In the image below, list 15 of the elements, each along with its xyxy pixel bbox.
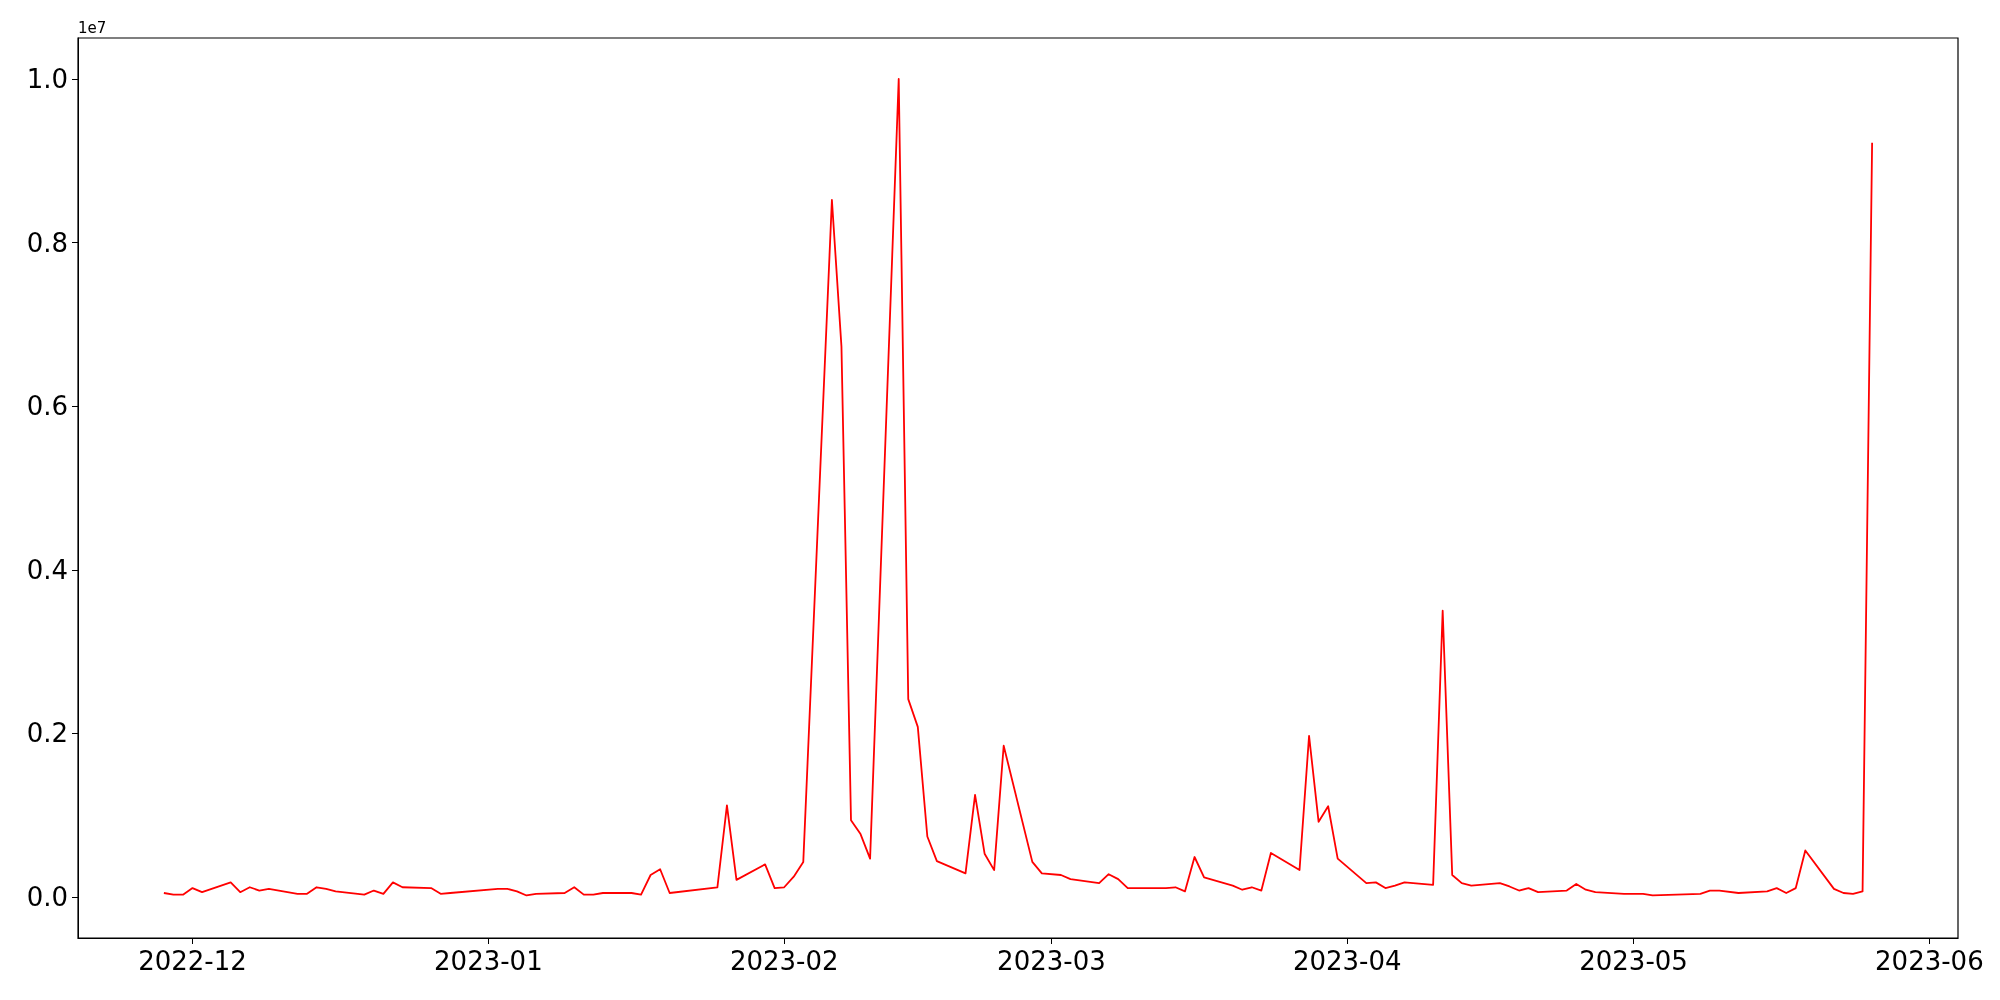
y-tick-label: 0.8 xyxy=(26,227,68,258)
x-tick-label: 2023-05 xyxy=(1579,946,1688,976)
y-tick-label: 0.2 xyxy=(26,718,68,749)
y-tick-label: 0.6 xyxy=(26,391,68,422)
x-tick-label: 2023-04 xyxy=(1292,946,1402,976)
x-tick-label: 2023-01 xyxy=(434,946,543,976)
x-tick-label: 2023-03 xyxy=(997,946,1106,976)
x-tick-label: 2023-02 xyxy=(729,946,839,976)
y-tick-label: 0.0 xyxy=(26,882,68,913)
x-tick-label: 2023-06 xyxy=(1875,946,1984,976)
text: 1e7 xyxy=(78,18,107,37)
line-series xyxy=(162,78,1874,897)
y-tick-label: 0.4 xyxy=(26,554,68,585)
x-tick-label: 2022-12 xyxy=(138,946,247,976)
y-tick-label: 1.0 xyxy=(26,63,68,94)
